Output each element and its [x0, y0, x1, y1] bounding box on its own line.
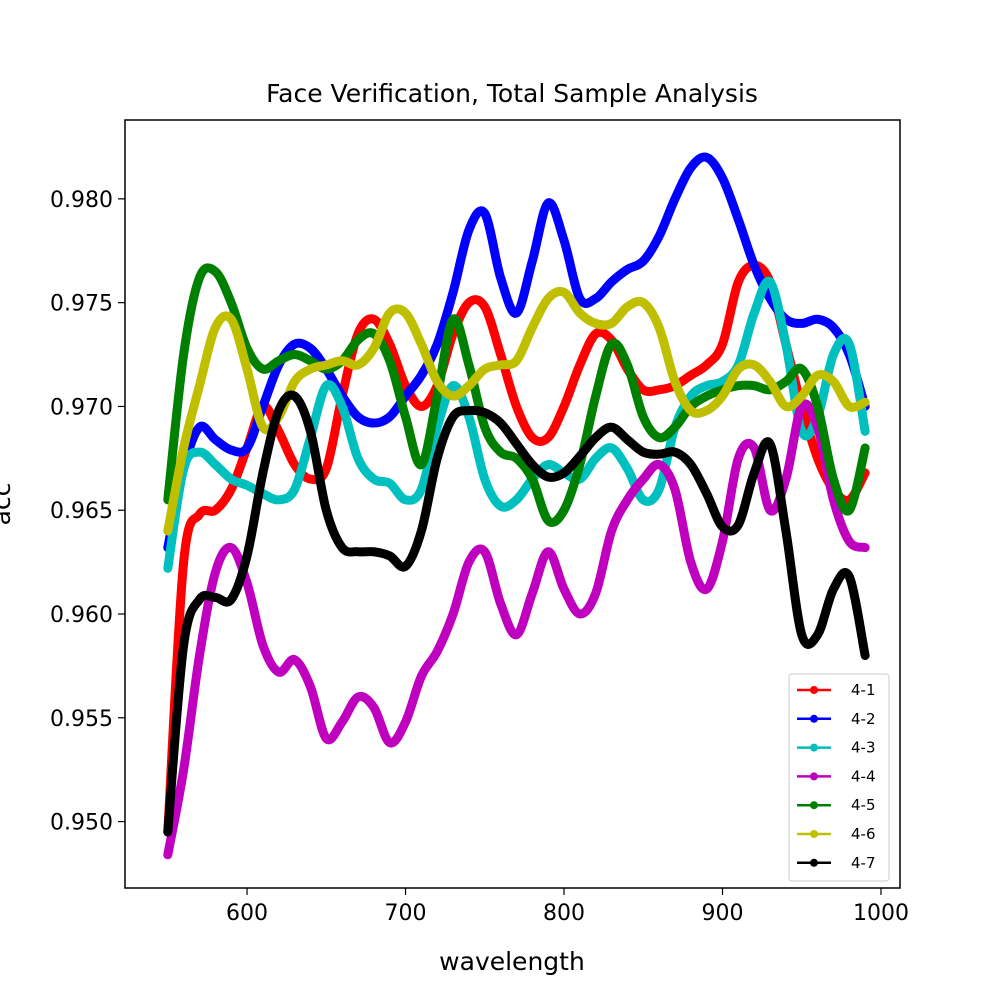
legend: 4-1 4-2 4-3 4-4 4-5 4-6 4-7 — [788, 673, 890, 882]
legend-marker-4-5 — [810, 801, 818, 810]
x-tick-label: 600 — [226, 901, 268, 926]
plot-lines — [163, 152, 870, 860]
x-tick-label: 800 — [543, 901, 585, 926]
y-tick-label: 0.965 — [50, 499, 113, 524]
x-axis-label: wavelength — [439, 947, 585, 976]
legend-marker-4-2 — [810, 714, 818, 723]
legend-label-4-2: 4-2 — [851, 710, 876, 728]
plot-frame — [124, 119, 901, 889]
chart-title: Face Verification, Total Sample Analysis — [266, 79, 758, 108]
y-tick-label: 0.955 — [50, 707, 113, 732]
x-tick-label: 700 — [385, 901, 427, 926]
legend-marker-4-7 — [810, 858, 818, 867]
x-tick-label: 900 — [701, 901, 743, 926]
y-tick-label: 0.975 — [50, 292, 113, 317]
series-line-4-4 — [163, 399, 870, 860]
legend-label-4-3: 4-3 — [851, 739, 876, 757]
legend-marker-4-4 — [810, 772, 818, 781]
series-line-4-5 — [163, 263, 870, 527]
y-tick-label: 0.970 — [50, 395, 113, 420]
y-axis-label: acc — [0, 483, 16, 526]
legend-marker-4-1 — [810, 686, 818, 694]
x-axis: 600 700 800 900 1000 — [226, 888, 909, 926]
legend-label-4-6: 4-6 — [851, 825, 876, 843]
x-tick-label: 1000 — [853, 901, 909, 926]
y-tick-label: 0.950 — [50, 811, 113, 836]
legend-marker-4-3 — [810, 743, 818, 752]
legend-label-4-1: 4-1 — [851, 681, 876, 699]
y-axis: 0.950 0.955 0.960 0.965 0.970 0.975 0.980 — [50, 188, 125, 836]
series-line-4-7 — [163, 390, 870, 837]
y-tick-label: 0.980 — [50, 188, 113, 213]
legend-label-4-4: 4-4 — [851, 767, 876, 785]
legend-label-4-5: 4-5 — [851, 796, 876, 814]
legend-box — [788, 673, 890, 882]
legend-label-4-7: 4-7 — [851, 854, 876, 872]
series-line-4-3 — [163, 276, 870, 573]
y-tick-label: 0.960 — [50, 603, 113, 628]
legend-marker-4-6 — [810, 830, 818, 838]
